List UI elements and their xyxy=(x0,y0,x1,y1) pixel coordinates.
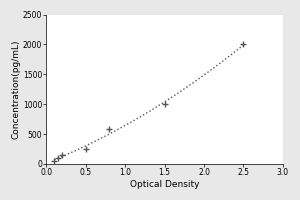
X-axis label: Optical Density: Optical Density xyxy=(130,180,200,189)
Y-axis label: Concentration(pg/mL): Concentration(pg/mL) xyxy=(11,40,20,139)
